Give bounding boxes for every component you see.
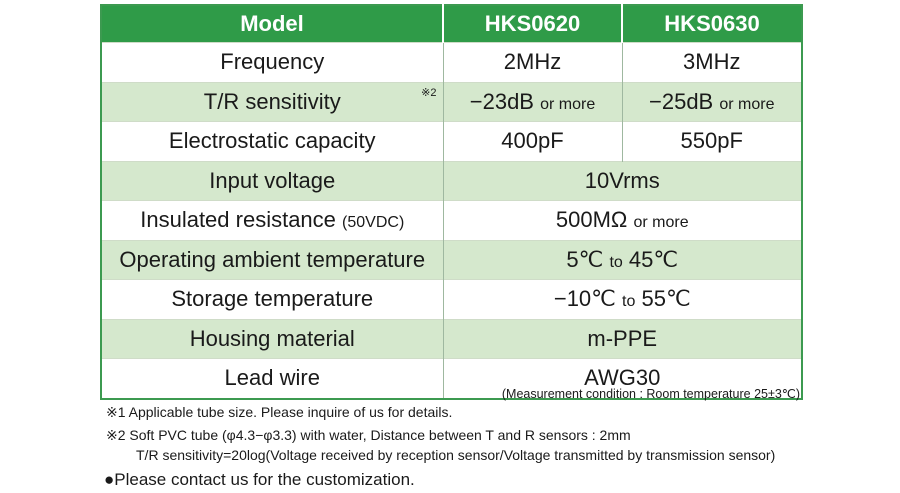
value-hks0630: −25dB xyxy=(649,88,714,114)
row-label-suffix: (50VDC) xyxy=(342,214,405,232)
footnote-marker: ※2 xyxy=(421,86,437,99)
row-label: Storage temperature xyxy=(101,279,444,319)
row-label: T/R sensitivity xyxy=(203,88,341,114)
header-hks0630: HKS0630 xyxy=(622,5,802,43)
row-capacity: Electrostatic capacity 400pF 550pF xyxy=(101,121,802,161)
row-label: Frequency xyxy=(101,42,444,82)
row-label-cell: Insulated resistance (50VDC) xyxy=(101,200,444,240)
row-input-voltage: Input voltage 10Vrms xyxy=(101,160,802,201)
value-shared: AWG30 xyxy=(443,358,802,399)
value-hks0620-cell: −23dB or more xyxy=(443,81,623,122)
temp-to-word: to xyxy=(622,293,636,311)
footnote-2: ※2 Soft PVC tube (φ4.3−φ3.3) with water,… xyxy=(106,427,631,443)
row-label: Operating ambient temperature xyxy=(101,239,444,280)
temp-from: −10℃ xyxy=(553,286,616,312)
value-hks0620: 400pF xyxy=(443,121,623,161)
row-label-cell: T/R sensitivity ※2 xyxy=(101,81,444,122)
value-shared-cell: −10℃ to 55℃ xyxy=(443,279,802,319)
value-suffix: or more xyxy=(719,95,775,113)
value-shared-cell: 5℃ to 45℃ xyxy=(443,239,802,280)
temp-from: 5℃ xyxy=(566,246,604,272)
value-shared: 500MΩ xyxy=(555,207,628,233)
value-shared: 10Vrms xyxy=(443,160,802,201)
row-insulated-resistance: Insulated resistance (50VDC) 500MΩ or mo… xyxy=(101,200,802,240)
header-row: Model HKS0620 HKS0630 xyxy=(101,5,802,43)
value-hks0630: 3MHz xyxy=(622,42,802,82)
row-storage-temp: Storage temperature −10℃ to 55℃ xyxy=(101,279,802,319)
footnote-2-formula: T/R sensitivity=20log(Voltage received b… xyxy=(136,447,776,463)
row-housing: Housing material m-PPE xyxy=(101,318,802,359)
value-suffix: or more xyxy=(540,95,596,113)
temp-to-word: to xyxy=(609,253,623,271)
value-shared-cell: 500MΩ or more xyxy=(443,200,802,240)
spec-table: Model HKS0620 HKS0630 Frequency 2MHz 3MH… xyxy=(100,4,803,400)
header-hks0620: HKS0620 xyxy=(443,5,623,43)
value-hks0630: 550pF xyxy=(622,121,802,161)
row-lead-wire: Lead wire AWG30 xyxy=(101,358,802,399)
value-hks0620: −23dB xyxy=(469,88,534,114)
value-hks0630-cell: −25dB or more xyxy=(622,81,802,122)
value-hks0620: 2MHz xyxy=(443,42,623,82)
row-operating-temp: Operating ambient temperature 5℃ to 45℃ xyxy=(101,239,802,280)
header-model: Model xyxy=(101,5,444,43)
row-label: Electrostatic capacity xyxy=(101,121,444,161)
contact-note: ●Please contact us for the customization… xyxy=(104,470,415,489)
value-shared: m-PPE xyxy=(443,318,802,359)
temp-to: 45℃ xyxy=(628,246,679,272)
row-label: Housing material xyxy=(101,318,444,359)
measurement-condition: (Measurement condition : Room temperatur… xyxy=(501,387,800,401)
row-label: Lead wire xyxy=(101,358,444,399)
row-frequency: Frequency 2MHz 3MHz xyxy=(101,42,802,82)
row-tr-sensitivity: T/R sensitivity ※2 −23dB or more −25dB o… xyxy=(101,81,802,122)
footnote-1: ※1 Applicable tube size. Please inquire … xyxy=(106,404,453,420)
row-label: Insulated resistance xyxy=(140,207,336,233)
value-suffix: or more xyxy=(633,214,689,232)
temp-to: 55℃ xyxy=(641,286,691,312)
row-label: Input voltage xyxy=(101,160,444,201)
